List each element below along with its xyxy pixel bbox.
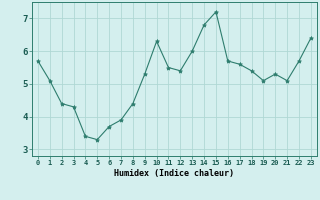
X-axis label: Humidex (Indice chaleur): Humidex (Indice chaleur) <box>115 169 234 178</box>
